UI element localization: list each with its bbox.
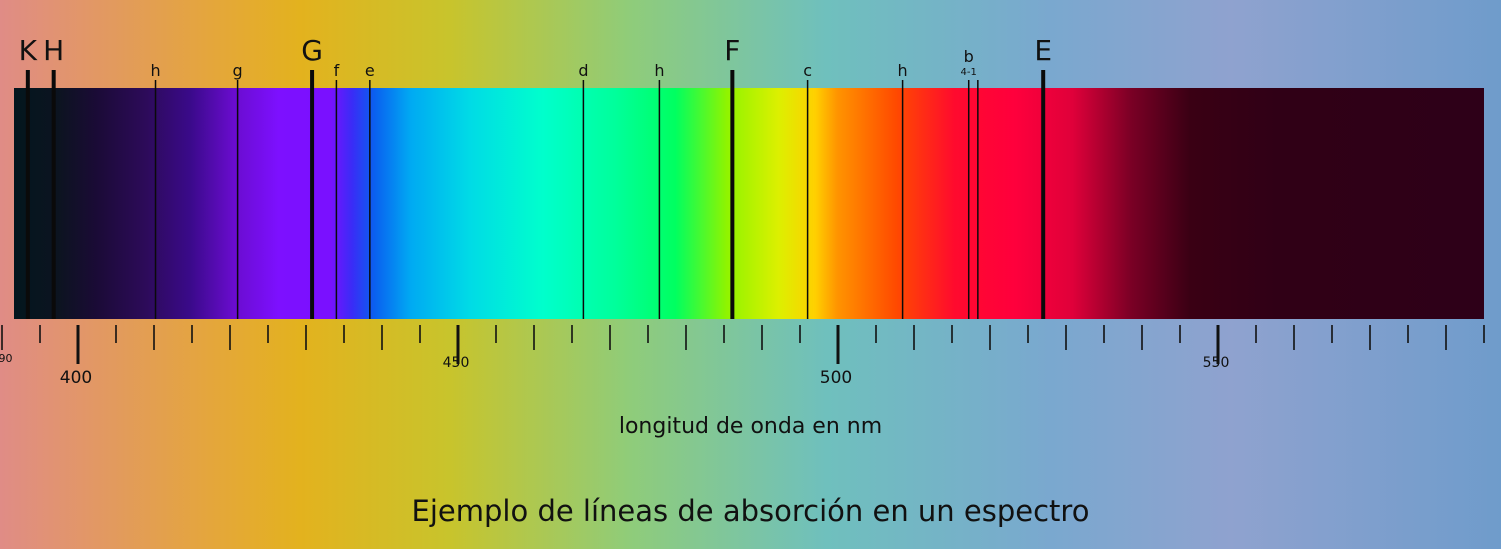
wavelength-tick-labels: 390400450500550600650700750 bbox=[0, 352, 1230, 388]
tick-label: 550 bbox=[1203, 355, 1230, 371]
line-label-minor: c bbox=[803, 61, 812, 80]
line-label-minor: d bbox=[578, 61, 588, 80]
line-label-minor: h bbox=[654, 61, 664, 80]
line-label-minor: g bbox=[233, 61, 243, 80]
tick-label: 450 bbox=[443, 355, 470, 371]
line-sublabel: 4-1 bbox=[961, 67, 977, 78]
line-label-minor: h bbox=[898, 61, 908, 80]
axis-title: longitud de onda en nm bbox=[618, 414, 883, 439]
line-label-major: F bbox=[724, 34, 740, 67]
line-label-major: E bbox=[1034, 34, 1052, 67]
absorption-lines bbox=[25, 70, 1046, 319]
line-label-major: G bbox=[301, 34, 323, 67]
figure-caption: Ejemplo de líneas de absorción en un esp… bbox=[411, 494, 1090, 528]
line-label-major: H bbox=[43, 34, 64, 67]
line-label-minor: h bbox=[150, 61, 160, 80]
wavelength-axis bbox=[1, 325, 1485, 364]
line-label-minor: b bbox=[964, 47, 974, 66]
tick-label: 500 bbox=[820, 368, 852, 388]
line-label-minor: f bbox=[334, 61, 340, 80]
spectrum-band bbox=[14, 88, 1484, 319]
line-label-minor: e bbox=[365, 61, 375, 80]
tick-label: 390 bbox=[0, 352, 13, 365]
tick-label: 400 bbox=[60, 368, 92, 388]
line-label-major: K bbox=[19, 34, 38, 67]
